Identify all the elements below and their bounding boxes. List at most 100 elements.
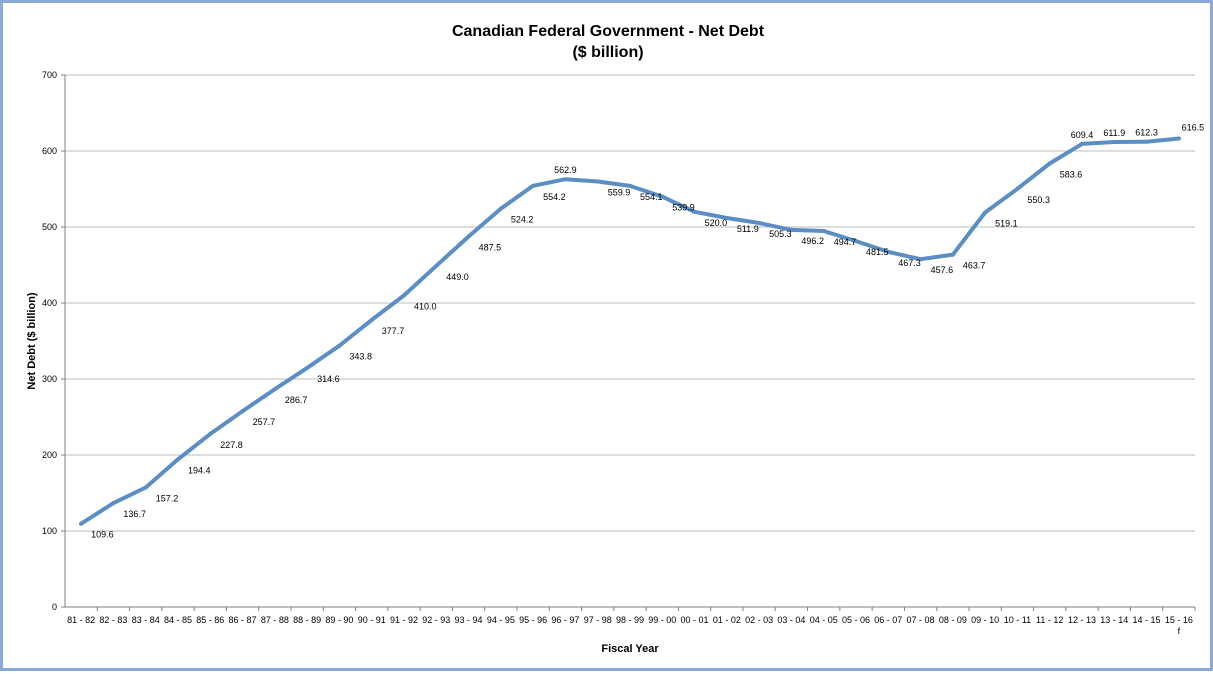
data-label: 616.5 xyxy=(1182,122,1205,132)
data-label: 612.3 xyxy=(1135,128,1158,138)
x-tick-label: 11 - 12 xyxy=(1036,615,1063,625)
data-point xyxy=(466,234,471,239)
data-point xyxy=(176,457,180,462)
data-point xyxy=(337,343,342,348)
x-tick-label: 93 - 94 xyxy=(455,615,483,625)
data-label: 481.5 xyxy=(866,247,889,257)
data-labels: 109.6 136.7 157.2 194.4 227.8 257.7 286.7 314.6… xyxy=(91,122,1204,539)
data-label: 554.1 xyxy=(640,192,663,202)
y-tick-label: 700 xyxy=(42,70,57,80)
data-label: 487.5 xyxy=(479,243,502,253)
x-tick-label: 96 - 97 xyxy=(551,615,579,625)
series-net-debt xyxy=(79,136,1181,526)
x-tick-label: 83 - 84 xyxy=(132,615,160,625)
data-label: 550.3 xyxy=(1027,195,1050,205)
data-label: 562.9 xyxy=(554,165,577,175)
data-label: 136.7 xyxy=(123,509,146,519)
x-tick-label: 99 - 00 xyxy=(648,615,676,625)
data-label: 511.9 xyxy=(737,224,759,234)
x-tick-label: 12 - 13 xyxy=(1068,615,1096,625)
data-label: 157.2 xyxy=(156,494,179,504)
data-label: 457.6 xyxy=(931,265,954,275)
x-tick-label: 05 - 06 xyxy=(842,615,870,625)
data-point xyxy=(854,239,858,244)
y-tick-label: 600 xyxy=(42,146,57,156)
x-tick-label: 01 - 02 xyxy=(713,615,741,625)
x-tick-label: 89 - 90 xyxy=(325,615,353,625)
x-tick-label: 06 - 07 xyxy=(874,615,902,625)
gridlines xyxy=(61,74,1196,611)
data-label: 314.6 xyxy=(317,374,340,384)
x-tick-label: 09 - 10 xyxy=(971,615,999,625)
data-label: 559.9 xyxy=(608,187,631,197)
data-point xyxy=(531,183,536,188)
y-tick-label: 500 xyxy=(42,222,57,232)
data-point xyxy=(1112,139,1117,144)
y-tick-label: 100 xyxy=(42,526,57,536)
data-label: 227.8 xyxy=(220,440,243,450)
data-point xyxy=(660,194,665,199)
data-label: 519.1 xyxy=(995,218,1018,228)
x-tick-label: 02 - 03 xyxy=(745,615,773,625)
x-tick-label: 03 - 04 xyxy=(777,615,805,625)
data-point xyxy=(886,249,891,254)
data-label: 377.7 xyxy=(382,326,405,336)
data-label: 611.9 xyxy=(1103,128,1125,138)
data-label: 554.2 xyxy=(543,192,566,202)
data-point xyxy=(79,521,84,526)
x-tick-label: 08 - 09 xyxy=(939,615,967,625)
data-label: 410.0 xyxy=(414,301,437,311)
data-label: 520.0 xyxy=(705,218,728,228)
x-tick-label-suffix: f xyxy=(1178,626,1181,636)
x-tick-label: 84 - 85 xyxy=(164,615,192,625)
data-point xyxy=(595,179,600,184)
y-tick-label: 300 xyxy=(42,374,57,384)
data-label: 539.9 xyxy=(672,203,695,213)
data-point xyxy=(692,209,697,214)
x-tick-label: 98 - 99 xyxy=(616,615,644,625)
y-tick-label: 0 xyxy=(52,602,57,612)
line-chart: 0 100 200 300 400 500 600 700 81 - 82 82 - 83 83 … xyxy=(26,23,1204,655)
data-point xyxy=(143,485,148,490)
x-tick-label: 94 - 95 xyxy=(487,615,515,625)
data-point xyxy=(272,387,277,392)
data-point xyxy=(369,317,374,322)
data-point xyxy=(208,431,213,436)
data-point xyxy=(1015,186,1020,191)
data-point xyxy=(724,215,729,220)
data-label: 494.7 xyxy=(834,237,857,247)
data-label: 109.6 xyxy=(91,530,114,540)
y-tick-labels: 0 100 200 300 400 500 600 700 xyxy=(42,70,57,612)
data-label: 463.7 xyxy=(963,261,986,271)
x-tick-label: 91 - 92 xyxy=(390,615,418,625)
data-label: 194.4 xyxy=(188,465,211,475)
x-tick-label: 97 - 98 xyxy=(584,615,612,625)
data-label: 449.0 xyxy=(446,272,469,282)
data-point xyxy=(402,293,406,298)
chart-subtitle: ($ billion) xyxy=(572,44,643,61)
x-tick-label: 07 - 08 xyxy=(907,615,935,625)
x-tick-label: 14 - 15 xyxy=(1133,615,1161,625)
data-point xyxy=(1047,161,1052,166)
x-tick-label: 86 - 87 xyxy=(229,615,257,625)
data-point xyxy=(434,263,439,268)
data-point xyxy=(821,229,826,234)
x-tick-label: 82 - 83 xyxy=(99,615,127,625)
data-label: 505.3 xyxy=(769,229,792,239)
data-label: 496.2 xyxy=(801,236,824,246)
data-label: 257.7 xyxy=(253,417,276,427)
x-tick-label: 10 - 11 xyxy=(1004,615,1031,625)
data-point xyxy=(757,220,762,225)
data-label: 583.6 xyxy=(1060,169,1083,179)
data-label: 467.3 xyxy=(898,258,921,268)
x-tick-label: 00 - 01 xyxy=(681,615,709,625)
chart-title: Canadian Federal Government - Net Debt xyxy=(452,23,765,40)
x-tick-label: 15 - 16 xyxy=(1165,615,1193,625)
data-label: 343.8 xyxy=(349,352,372,362)
x-tick-label: 13 - 14 xyxy=(1100,615,1128,625)
data-point xyxy=(111,501,116,506)
y-axis-title: Net Debt ($ billion) xyxy=(26,292,38,390)
x-tick-label: 90 - 91 xyxy=(358,615,386,625)
y-tick-label: 400 xyxy=(42,298,57,308)
